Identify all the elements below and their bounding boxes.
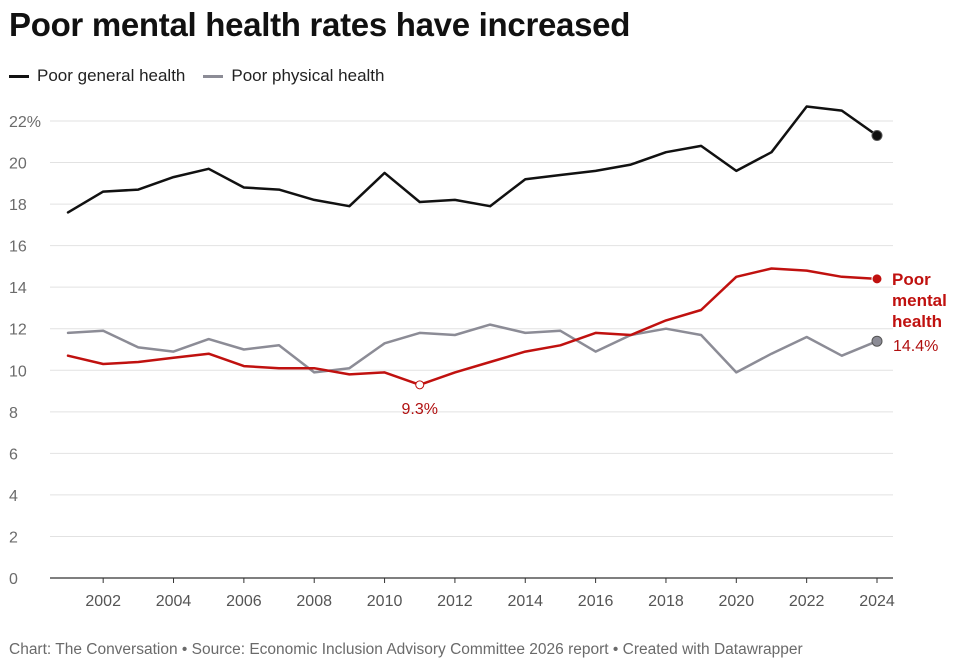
y-tick-label: 10 <box>9 363 27 380</box>
legend-item-physical: Poor physical health <box>203 66 384 86</box>
y-tick-label: 22% <box>9 114 41 131</box>
series-label-mental: health <box>892 312 942 331</box>
y-tick-label: 18 <box>9 197 27 214</box>
series-line-physical <box>66 323 879 374</box>
chart-title: Poor mental health rates have increased <box>9 6 631 43</box>
x-axis-ticks: 2002 2004 2006 2008 2010 2012 2014 2016 2018 2020… <box>85 578 895 610</box>
x-tick-label: 2010 <box>367 593 403 610</box>
x-tick-label: 2020 <box>719 593 755 610</box>
legend-swatch-physical <box>203 74 224 78</box>
series-label-mental: Poor <box>892 270 931 289</box>
end-value-mental: 14.4% <box>893 338 938 355</box>
y-tick-label: 16 <box>9 239 27 256</box>
y-tick-label: 20 <box>9 156 27 173</box>
annotations: 9.3% Poor mental health 14.4% <box>402 270 947 418</box>
end-marker-mental <box>871 273 883 285</box>
legend-item-general: Poor general health <box>9 66 185 86</box>
series-line-mental <box>66 267 879 387</box>
end-marker-general <box>871 130 883 142</box>
legend-label-physical: Poor physical health <box>231 66 385 85</box>
y-tick-label: 8 <box>9 405 18 422</box>
y-tick-label: 6 <box>9 446 18 463</box>
end-marker-physical <box>871 335 883 347</box>
series-lines <box>66 105 883 387</box>
y-tick-label: 14 <box>9 280 27 297</box>
x-tick-label: 2006 <box>226 593 262 610</box>
x-tick-label: 2014 <box>507 593 543 610</box>
chart-footer: Chart: The Conversation • Source: Econom… <box>9 641 803 658</box>
x-tick-label: 2018 <box>648 593 684 610</box>
legend-label-general: Poor general health <box>37 66 186 85</box>
series-label-mental: mental <box>892 291 947 310</box>
x-tick-label: 2002 <box>85 593 121 610</box>
x-tick-label: 2016 <box>578 593 614 610</box>
x-tick-label: 2008 <box>296 593 332 610</box>
legend: Poor general health Poor physical health <box>9 66 402 86</box>
min-label-mental: 9.3% <box>402 401 438 418</box>
min-marker-mental <box>415 380 425 390</box>
legend-swatch-general <box>9 74 29 78</box>
y-tick-label: 4 <box>9 488 18 505</box>
x-tick-label: 2012 <box>437 593 473 610</box>
y-tick-label: 2 <box>9 529 18 546</box>
x-tick-label: 2024 <box>859 593 895 610</box>
x-tick-label: 2004 <box>156 593 192 610</box>
y-axis-ticks: 0 2 4 6 8 10 12 14 16 18 20 22% <box>9 114 41 588</box>
y-tick-label: 12 <box>9 322 27 339</box>
series-line-general <box>66 105 879 214</box>
y-tick-label: 0 <box>9 571 18 588</box>
x-tick-label: 2022 <box>789 593 825 610</box>
